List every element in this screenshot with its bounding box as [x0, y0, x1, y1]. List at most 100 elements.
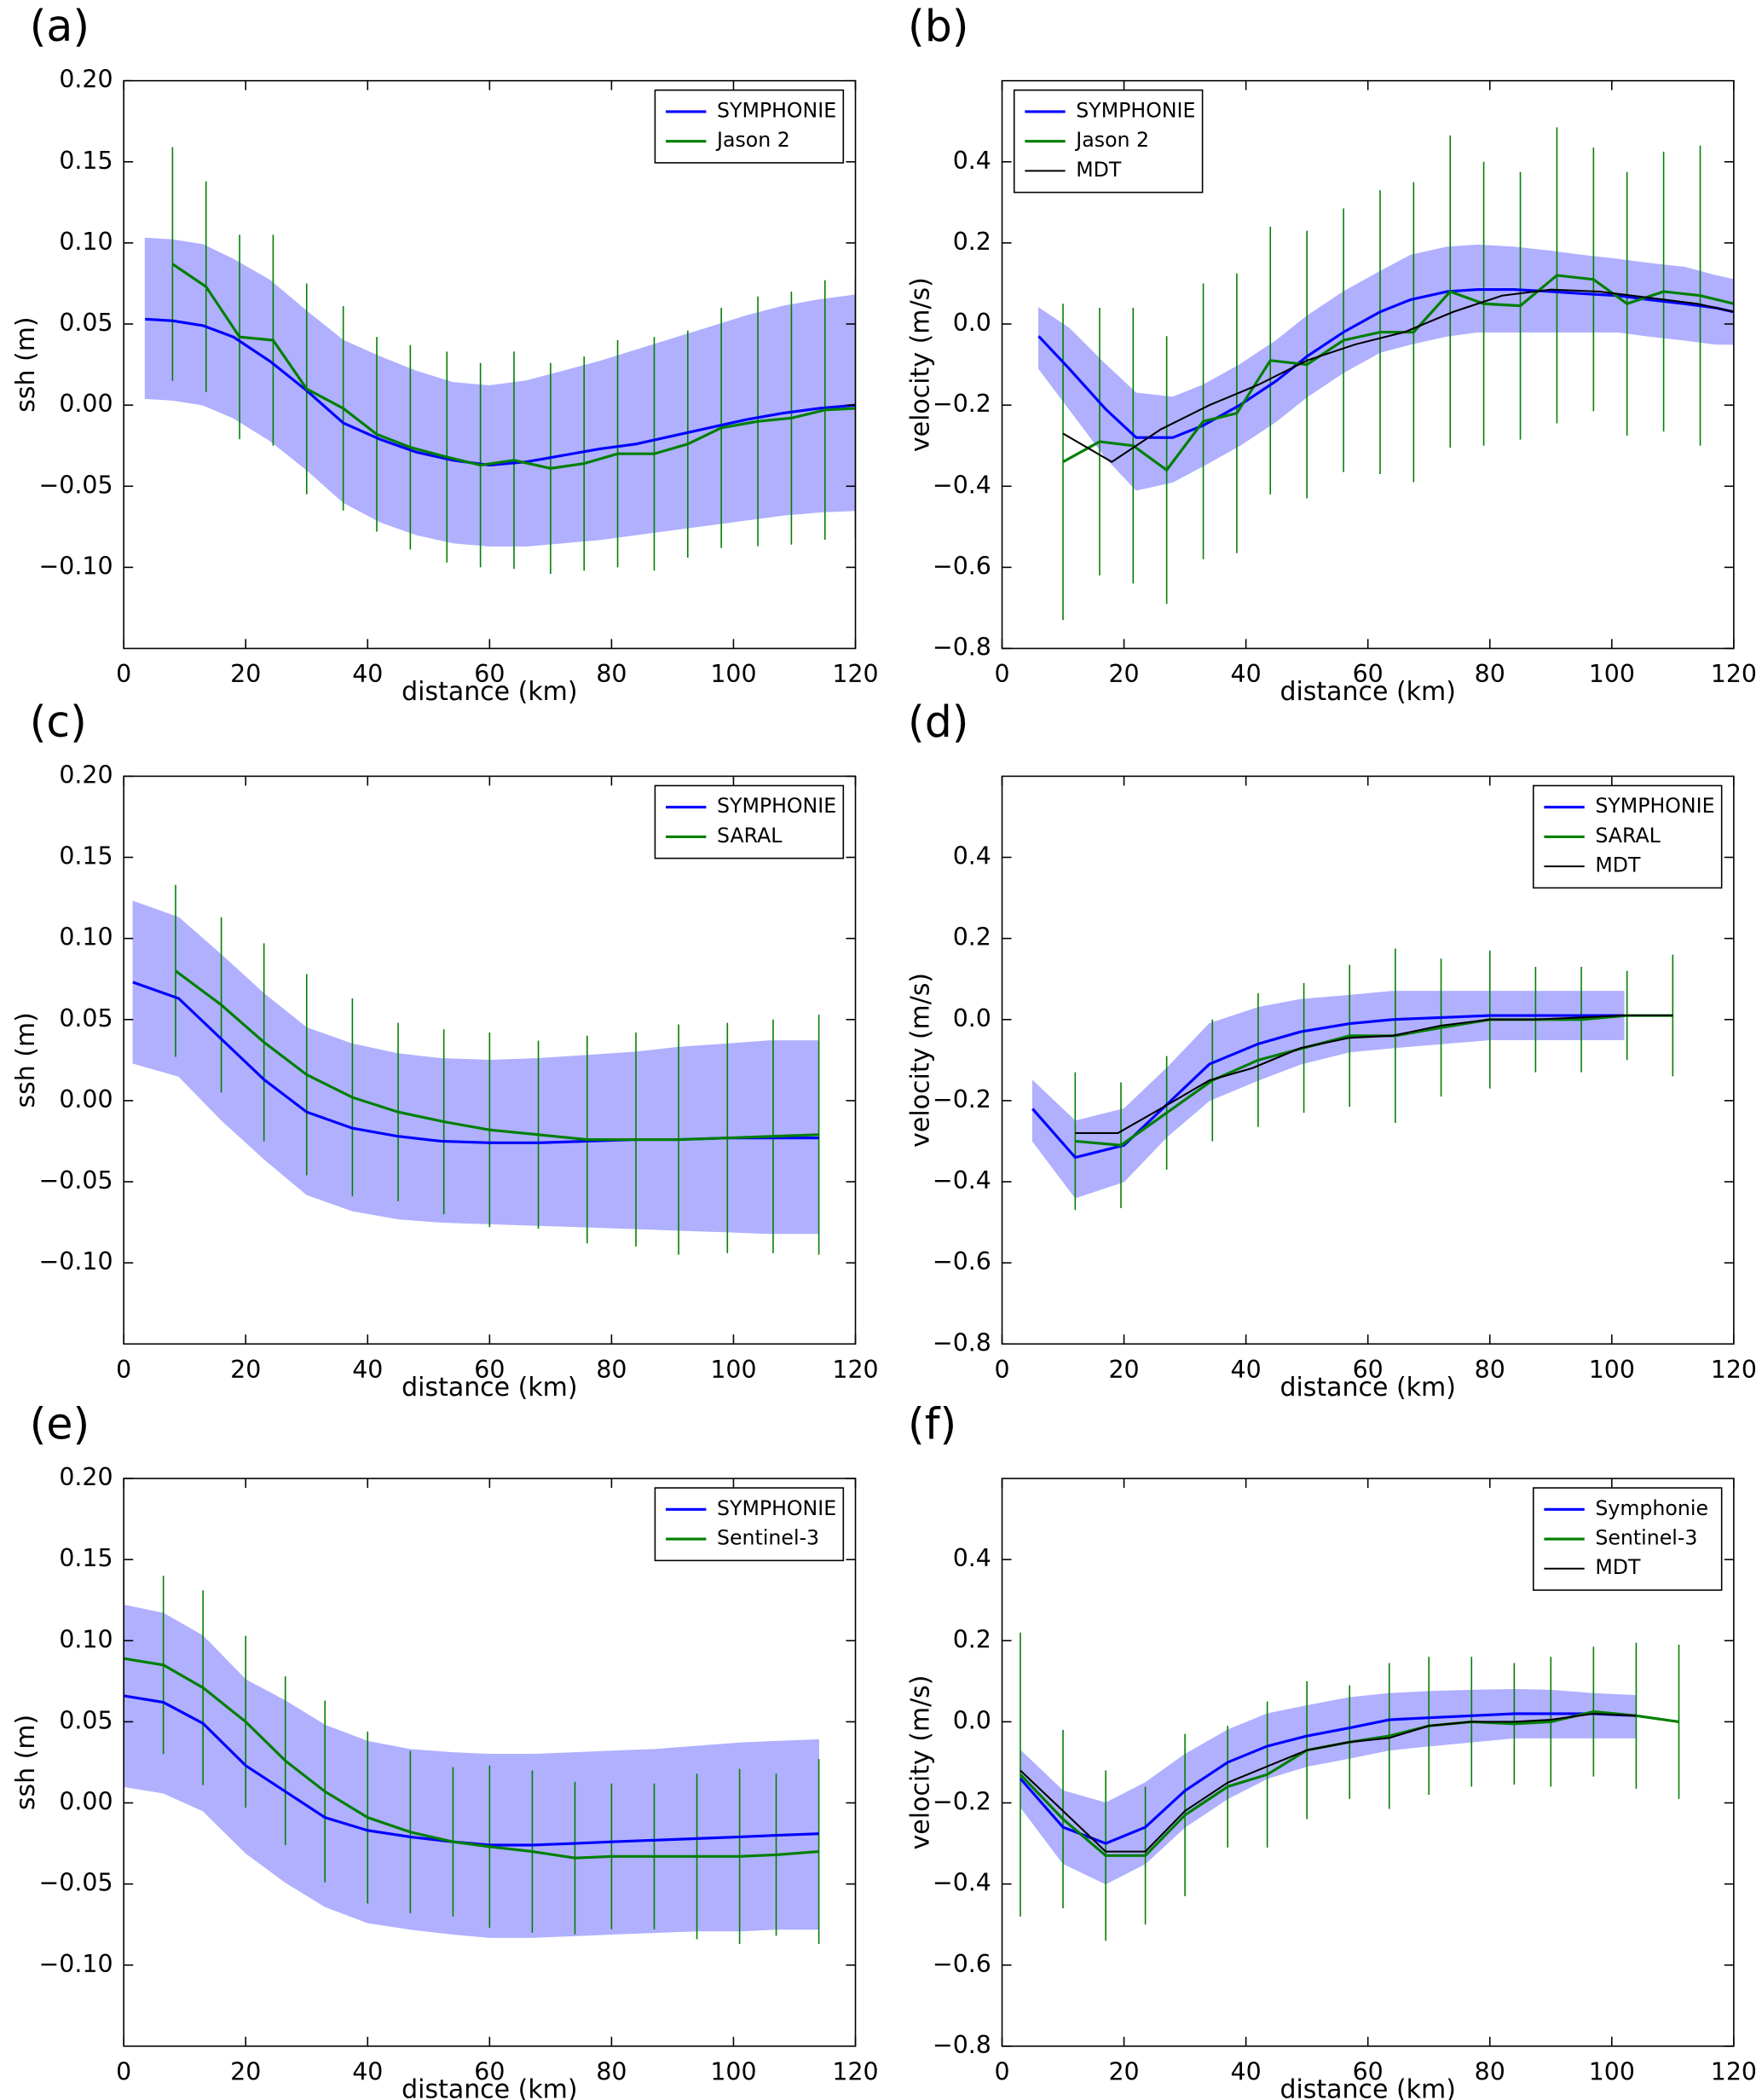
y-tick-label: −0.10: [39, 1247, 113, 1276]
x-tick-label: 20: [230, 660, 261, 688]
y-tick-label: 0.4: [953, 1544, 991, 1572]
x-tick-label: 40: [1231, 2057, 1262, 2086]
y-axis-label: ssh (m): [11, 1012, 41, 1108]
y-tick-label: 0.20: [59, 1463, 113, 1491]
y-tick-label: −0.10: [39, 552, 113, 580]
x-axis-label: distance (km): [402, 677, 577, 707]
series-line: [1020, 1712, 1637, 1853]
x-tick-label: 40: [352, 1356, 383, 1384]
x-tick-label: 120: [1711, 660, 1757, 688]
panel-label: (a): [30, 1, 90, 51]
x-tick-label: 100: [1589, 1356, 1635, 1384]
legend-label: Jason 2: [715, 128, 790, 152]
y-tick-label: 0.00: [59, 1085, 113, 1114]
y-tick-label: 0.0: [953, 1004, 991, 1033]
legend: Symphonie Sentinel-3 MDT: [1532, 1487, 1723, 1591]
legend: SYMPHONIE Jason 2: [654, 89, 845, 164]
y-tick-label: 0.10: [59, 923, 113, 952]
x-tick-label: 60: [474, 1356, 505, 1384]
legend-box: [654, 89, 845, 164]
y-tick-label: −0.6: [933, 552, 991, 580]
series-line: [1037, 288, 1734, 439]
x-axis-label: distance (km): [1280, 677, 1455, 707]
y-tick-label: −0.2: [933, 1788, 991, 1816]
legend-label: SARAL: [717, 824, 783, 848]
x-axis-label: distance (km): [402, 2074, 577, 2100]
y-tick-label: −0.05: [39, 1869, 113, 1897]
series-line: [1062, 274, 1734, 472]
y-tick-label: −0.05: [39, 471, 113, 499]
spread-band: [1038, 244, 1734, 491]
y-tick-label: −0.10: [39, 1950, 113, 1978]
y-tick-label: 0.2: [953, 228, 991, 256]
x-tick-label: 80: [1475, 2057, 1505, 2086]
x-axis-label: distance (km): [402, 1373, 577, 1403]
panel-label: (e): [30, 1399, 90, 1449]
y-tick-label: −0.2: [933, 1085, 991, 1114]
x-tick-label: 120: [832, 660, 878, 688]
legend-box: [654, 1487, 845, 1562]
panel-label: (f): [908, 1399, 956, 1449]
y-tick-label: 0.15: [59, 147, 113, 175]
spread-band: [1031, 991, 1625, 1199]
y-tick-label: −0.8: [933, 2031, 991, 2059]
legend-label: MDT: [1595, 1555, 1641, 1579]
plot-area: [124, 1561, 820, 1945]
x-tick-label: 0: [116, 2057, 131, 2086]
y-axis-label: velocity (m/s): [905, 277, 935, 452]
spread-band: [124, 1605, 819, 1938]
y-tick-label: 0.2: [953, 1625, 991, 1653]
x-tick-label: 80: [596, 660, 627, 688]
y-tick-label: 0.05: [59, 309, 113, 337]
y-tick-label: 0.00: [59, 390, 113, 418]
panel-label: (d): [908, 697, 968, 747]
y-tick-label: −0.4: [933, 1869, 991, 1897]
legend: SYMPHONIE Sentinel-3: [654, 1487, 845, 1562]
x-tick-label: 20: [1108, 2057, 1139, 2086]
y-tick-label: −0.4: [933, 471, 991, 499]
x-tick-label: 120: [1711, 1356, 1757, 1384]
legend: SYMPHONIE SARAL: [654, 784, 845, 859]
x-tick-label: 20: [230, 1356, 261, 1384]
legend-label: Sentinel-3: [1595, 1526, 1697, 1550]
plot-area: [144, 147, 856, 575]
x-tick-label: 120: [1711, 2057, 1757, 2086]
y-axis-label: velocity (m/s): [905, 1675, 935, 1849]
legend-label: SYMPHONIE: [717, 1496, 836, 1520]
series-line: [124, 1657, 819, 1860]
plot-area: [1031, 948, 1674, 1211]
x-axis-label: distance (km): [1280, 2074, 1455, 2100]
legend-label: SYMPHONIE: [717, 794, 836, 818]
x-tick-label: 40: [1231, 660, 1262, 688]
series-line: [1075, 1014, 1673, 1147]
panel-label: (c): [30, 697, 87, 747]
x-tick-label: 20: [230, 2057, 261, 2086]
y-tick-label: 0.15: [59, 842, 113, 871]
y-tick-label: −0.8: [933, 1328, 991, 1357]
legend-box: [654, 784, 845, 859]
x-tick-label: 0: [116, 660, 131, 688]
y-tick-label: 0.4: [953, 147, 991, 175]
x-axis-label: distance (km): [1280, 1373, 1455, 1403]
y-tick-label: 0.4: [953, 842, 991, 871]
x-tick-label: 100: [710, 660, 756, 688]
legend-label: SYMPHONIE: [1076, 98, 1195, 122]
x-tick-label: 80: [596, 2057, 627, 2086]
x-tick-label: 0: [994, 2057, 1009, 2086]
legend-label: SYMPHONIE: [717, 98, 836, 122]
legend-label: SYMPHONIE: [1595, 794, 1714, 818]
y-tick-label: 0.20: [59, 66, 113, 94]
x-tick-label: 100: [1589, 2057, 1635, 2086]
panel-label: (b): [908, 1, 968, 51]
x-tick-label: 80: [1475, 660, 1505, 688]
y-tick-label: 0.15: [59, 1544, 113, 1572]
series-line: [175, 969, 819, 1142]
y-tick-label: −0.8: [933, 633, 991, 662]
y-axis-label: velocity (m/s): [905, 973, 935, 1148]
x-tick-label: 80: [596, 1356, 627, 1384]
x-tick-label: 0: [116, 1356, 131, 1384]
y-tick-label: 0.0: [953, 1706, 991, 1734]
y-tick-label: 0.10: [59, 1625, 113, 1653]
legend-label: MDT: [1595, 853, 1641, 877]
legend: SYMPHONIE Jason 2 MDT: [1013, 89, 1204, 194]
